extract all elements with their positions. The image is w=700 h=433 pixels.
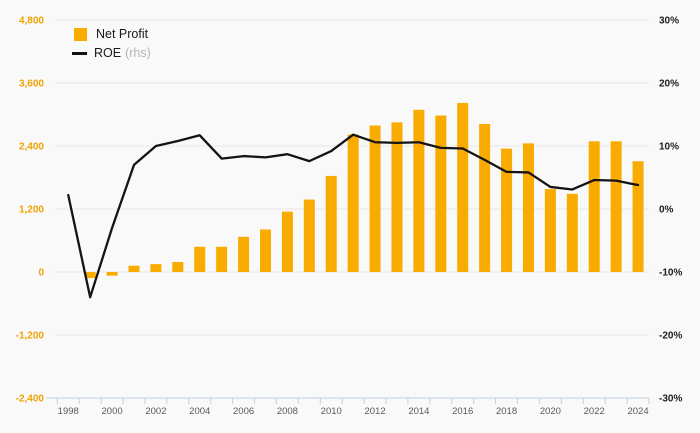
svg-text:2000: 2000 — [102, 406, 123, 417]
svg-text:2002: 2002 — [145, 406, 166, 417]
legend-item-net-profit[interactable]: Net Profit — [74, 27, 151, 41]
legend-item-roe[interactable]: ROE (rhs) — [72, 46, 151, 60]
svg-text:-10%: -10% — [659, 268, 682, 279]
svg-text:2012: 2012 — [364, 406, 385, 417]
svg-text:2008: 2008 — [277, 406, 298, 417]
svg-text:1,200: 1,200 — [19, 205, 44, 216]
svg-text:2024: 2024 — [627, 406, 648, 417]
svg-text:-20%: -20% — [659, 331, 682, 342]
svg-text:2010: 2010 — [321, 406, 342, 417]
svg-text:2022: 2022 — [584, 406, 605, 417]
legend-label-roe-suffix: (rhs) — [125, 46, 151, 60]
svg-text:2020: 2020 — [540, 406, 561, 417]
svg-text:2,400: 2,400 — [19, 142, 44, 153]
legend-label-net-profit: Net Profit — [96, 27, 149, 41]
svg-text:3,600: 3,600 — [19, 79, 44, 90]
svg-text:2004: 2004 — [189, 406, 210, 417]
svg-text:2006: 2006 — [233, 406, 254, 417]
svg-text:0: 0 — [38, 268, 44, 279]
svg-text:20%: 20% — [659, 79, 679, 90]
svg-text:2014: 2014 — [408, 406, 429, 417]
svg-text:2016: 2016 — [452, 406, 473, 417]
svg-text:10%: 10% — [659, 142, 679, 153]
svg-text:30%: 30% — [659, 16, 679, 27]
svg-text:0%: 0% — [659, 205, 674, 216]
legend-label-roe: ROE — [94, 46, 122, 60]
svg-text:-30%: -30% — [659, 394, 682, 405]
svg-text:-2,400: -2,400 — [16, 394, 45, 405]
svg-text:4,800: 4,800 — [19, 16, 44, 27]
roe-swatch-icon — [72, 51, 87, 55]
svg-text:2018: 2018 — [496, 406, 517, 417]
svg-text:-1,200: -1,200 — [16, 331, 45, 342]
svg-text:1998: 1998 — [58, 406, 79, 417]
legend: Net Profit ROE (rhs) — [72, 27, 151, 60]
net-profit-swatch-icon — [74, 27, 87, 41]
